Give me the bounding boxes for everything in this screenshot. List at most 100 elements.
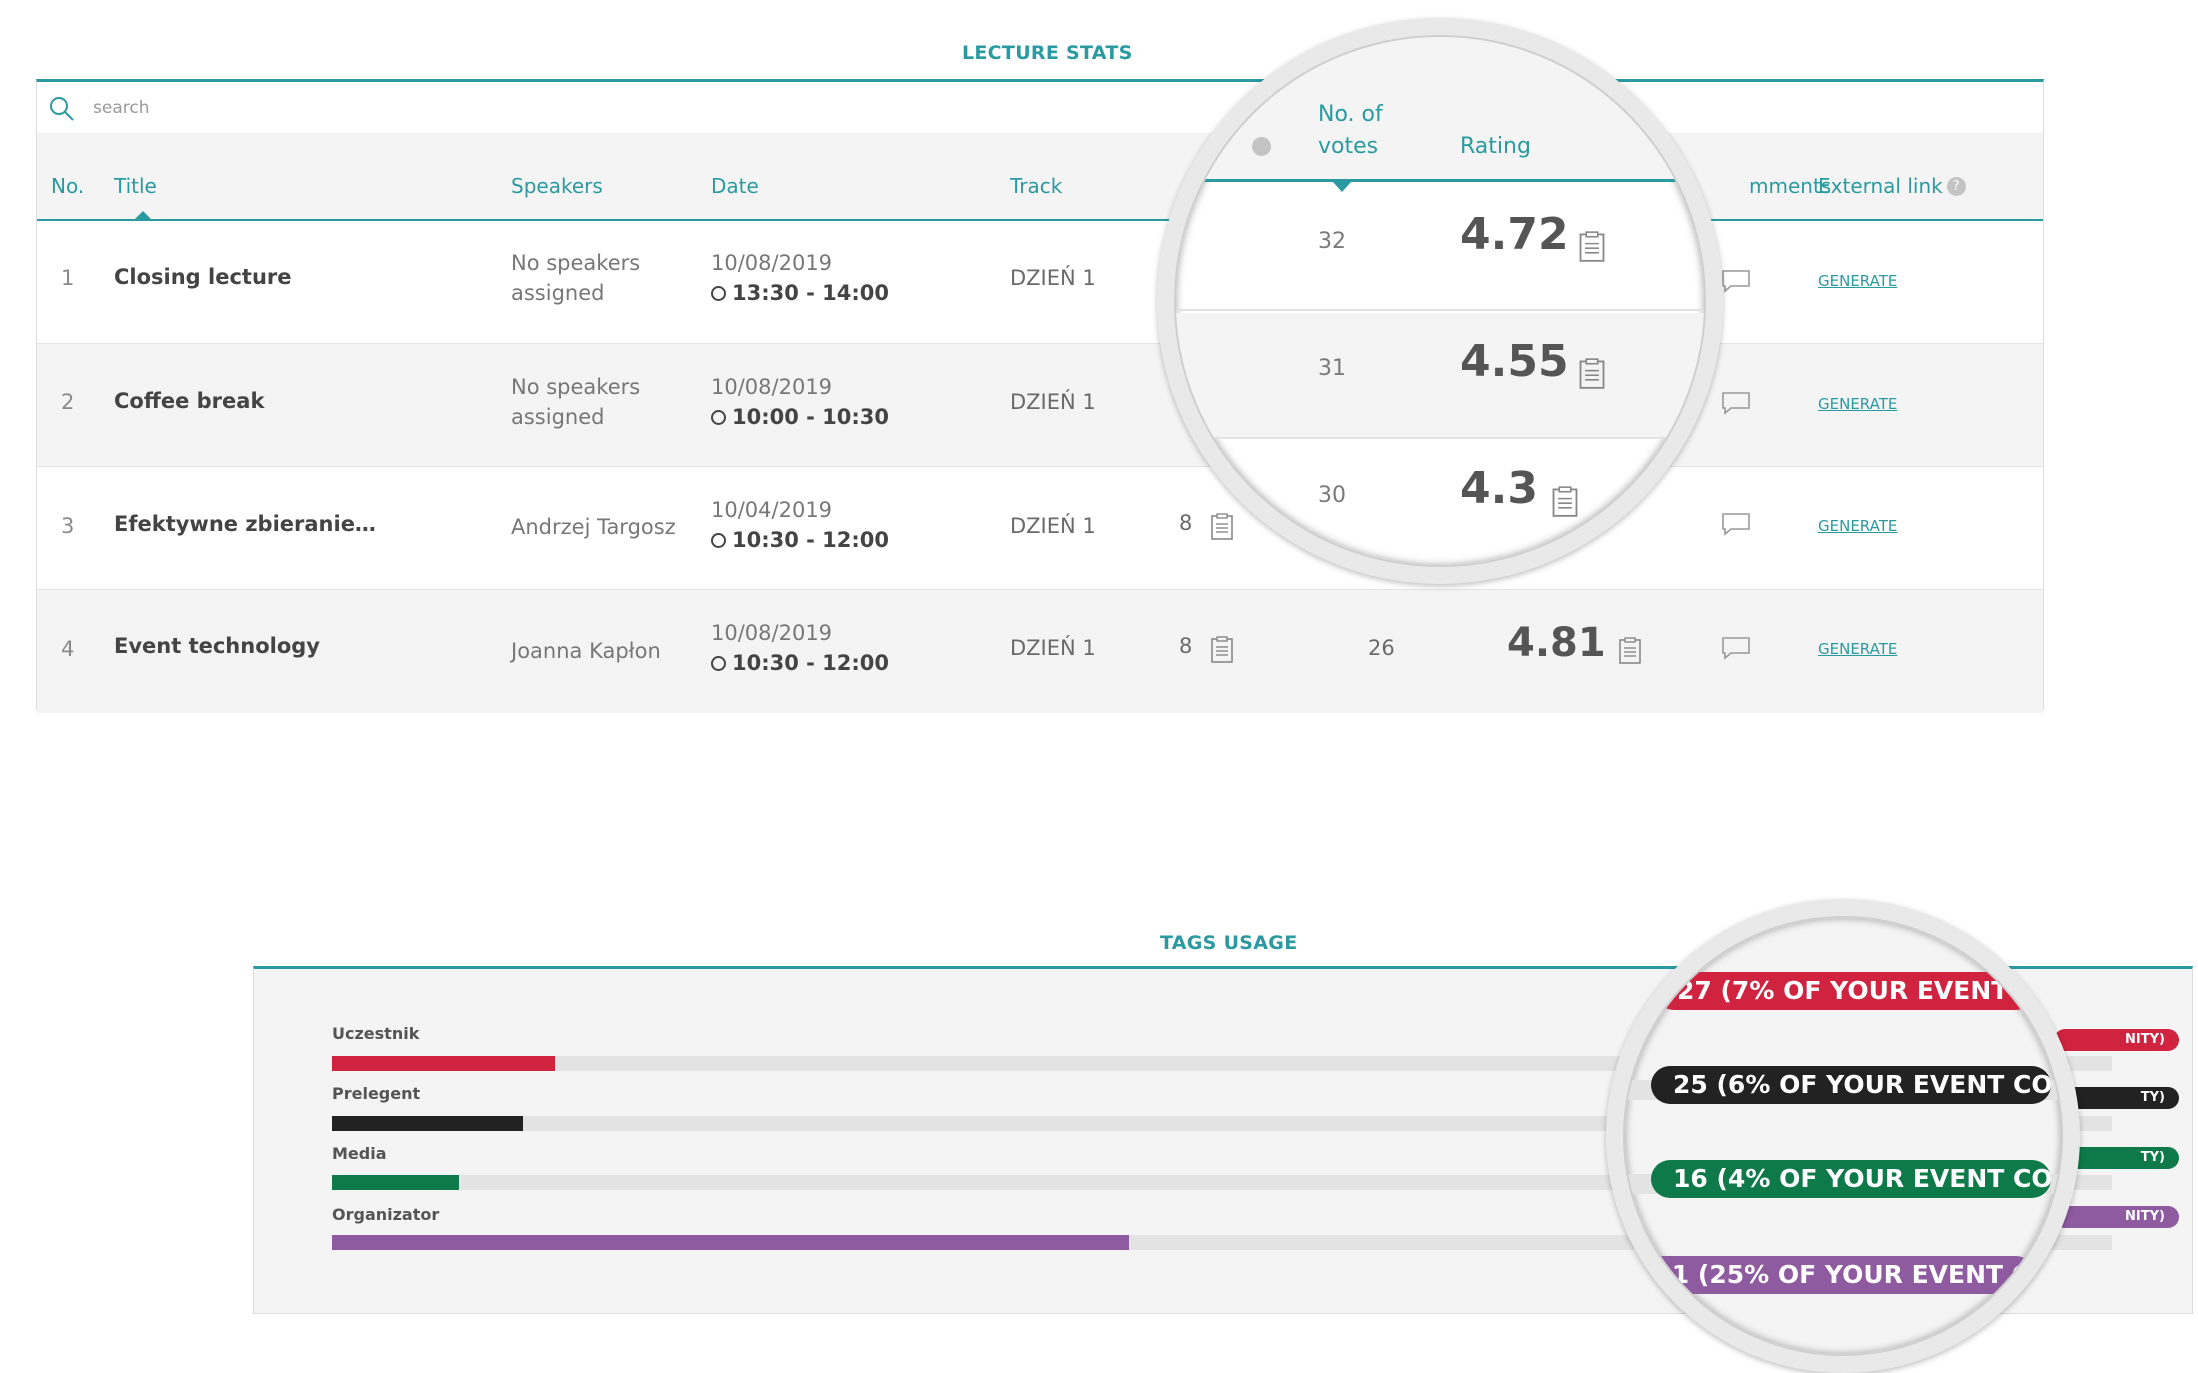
lecture-track: DZIEŃ 1	[1010, 266, 1096, 290]
column-header-speakers[interactable]: Speakers	[511, 174, 603, 198]
table-row: 1 Closing lecture No speakers assigned 1…	[37, 221, 2043, 344]
column-header-votes[interactable]: No. of votes	[1318, 99, 1383, 163]
column-header-no[interactable]: No.	[51, 174, 85, 198]
tag-fill-uczestnik	[332, 1056, 556, 1071]
time-range: 10:30 - 12:00	[711, 525, 889, 555]
column-header-track[interactable]: Track	[1010, 174, 1063, 198]
votes-header-line1: No. of	[1318, 102, 1383, 127]
document-icon[interactable]	[1552, 486, 1578, 517]
time-value: 13:30 - 14:00	[732, 281, 890, 305]
votes-count: 26	[1368, 636, 1395, 660]
table-row: 3 Efektywne zbieranie… Andrzej Targosz 1…	[37, 467, 2043, 590]
tag-pill-organizator: NITY)	[2054, 1206, 2179, 1228]
lecture-speakers: No speakers assigned	[511, 251, 641, 305]
clock-icon	[711, 286, 726, 301]
generate-link[interactable]: GENERATE	[1818, 272, 1898, 290]
lecture-date: 10/04/2019 10:30 - 12:00	[711, 495, 889, 555]
rating-value: 4.72	[1460, 209, 1569, 260]
document-icon[interactable]	[1619, 637, 1641, 664]
document-icon[interactable]	[1579, 358, 1605, 389]
clock-icon	[711, 656, 726, 671]
help-icon[interactable]: ?	[1946, 177, 1966, 196]
lecture-track: DZIEŃ 1	[1010, 390, 1096, 414]
votes-header-line2: votes	[1318, 134, 1379, 159]
comment-icon[interactable]	[1721, 391, 1751, 415]
tag-label-prelegent: Prelegent	[332, 1084, 421, 1103]
zoom-pill-organizator: 101 (25% OF YOUR EVENT CO	[1625, 1256, 2035, 1294]
row-number: 2	[61, 390, 75, 414]
column-header-external-link[interactable]: External link?	[1818, 174, 1966, 198]
tag-pill-media: TY)	[2064, 1147, 2179, 1169]
column-header-date[interactable]: Date	[711, 174, 759, 198]
time-range: 10:00 - 10:30	[711, 402, 889, 432]
zoom-pill-media: 16 (4% OF YOUR EVENT COMM	[1651, 1160, 2051, 1198]
help-icon[interactable]	[1252, 137, 1271, 156]
tag-label-organizator: Organizator	[332, 1205, 440, 1224]
sort-indicator-icon	[135, 211, 151, 219]
generate-link[interactable]: GENERATE	[1818, 517, 1898, 535]
table-row: 2 Coffee break No speakers assigned 10/0…	[37, 344, 2043, 467]
time-range: 13:30 - 14:00	[711, 278, 889, 308]
lecture-date: 10/08/2019 10:30 - 12:00	[711, 618, 889, 678]
rating-value: 4.81	[1507, 620, 1606, 666]
lecture-title[interactable]: Coffee break	[114, 389, 265, 413]
tag-fill-prelegent	[332, 1116, 524, 1131]
column-header-title[interactable]: Title	[114, 174, 157, 198]
clock-icon	[711, 533, 726, 548]
tags-usage-title: TAGS USAGE	[1160, 932, 1298, 954]
magnified-row: 32 4.72	[1176, 185, 1704, 311]
column-header-comments[interactable]: mments	[1749, 174, 1832, 198]
date-value: 10/08/2019	[711, 251, 833, 275]
comment-icon[interactable]	[1721, 636, 1751, 660]
table-header: No. Title Speakers Date Track mments Ext…	[37, 134, 2043, 221]
search-bar	[37, 82, 2043, 134]
date-value: 10/08/2019	[711, 621, 833, 645]
time-value: 10:30 - 12:00	[732, 651, 890, 675]
magnifier-votes-rating: No. of votes Rating 32 4.72 31 4.55 30 4.…	[1157, 18, 1723, 584]
magnifier-tags: 27 (7% OF YOUR EVENT C 25 (6% OF YOUR EV…	[1606, 899, 2080, 1373]
search-input[interactable]	[93, 92, 693, 124]
lecture-title[interactable]: Event technology	[114, 634, 320, 658]
document-icon[interactable]	[1211, 513, 1233, 540]
lecture-title[interactable]: Closing lecture	[114, 265, 292, 289]
comment-icon[interactable]	[1721, 269, 1751, 293]
row-number: 3	[61, 514, 75, 538]
magnified-header: No. of votes Rating	[1176, 37, 1704, 192]
search-icon	[50, 97, 74, 121]
generate-link[interactable]: GENERATE	[1818, 640, 1898, 658]
zoom-pill-uczestnik: 27 (7% OF YOUR EVENT C	[1655, 972, 2035, 1010]
lecture-stats-panel: No. Title Speakers Date Track mments Ext…	[36, 79, 2044, 713]
comment-icon[interactable]	[1721, 512, 1751, 536]
lecture-track: DZIEŃ 1	[1010, 636, 1096, 660]
column-header-rating[interactable]: Rating	[1460, 134, 1531, 159]
questions-count: 8	[1179, 511, 1193, 535]
document-icon[interactable]	[1211, 636, 1233, 663]
magnifier-lens: 27 (7% OF YOUR EVENT C 25 (6% OF YOUR EV…	[1623, 916, 2063, 1356]
table-row: 4 Event technology Joanna Kapłon 10/08/2…	[37, 590, 2043, 713]
tag-pill-prelegent: TY)	[2064, 1087, 2179, 1109]
row-number: 1	[61, 266, 75, 290]
sort-indicator-icon	[1333, 182, 1351, 192]
date-value: 10/08/2019	[711, 375, 833, 399]
clock-icon	[711, 410, 726, 425]
lecture-speakers: Joanna Kapłon	[511, 639, 661, 663]
rating-value: 4.3	[1460, 463, 1538, 514]
lecture-track: DZIEŃ 1	[1010, 514, 1096, 538]
generate-link[interactable]: GENERATE	[1818, 395, 1898, 413]
tag-label-uczestnik: Uczestnik	[332, 1024, 420, 1043]
tag-pill-uczestnik: NITY)	[2054, 1029, 2179, 1051]
lecture-speakers: No speakers assigned	[511, 375, 641, 429]
document-icon[interactable]	[1579, 231, 1605, 262]
tag-fill-media	[332, 1175, 460, 1190]
questions-count: 8	[1179, 634, 1193, 658]
row-number: 4	[61, 637, 75, 661]
lecture-date: 10/08/2019 13:30 - 14:00	[711, 248, 889, 308]
lecture-stats-title: LECTURE STATS	[962, 42, 1133, 64]
lecture-date: 10/08/2019 10:00 - 10:30	[711, 372, 889, 432]
time-range: 10:30 - 12:00	[711, 648, 889, 678]
lecture-title[interactable]: Efektywne zbieranie…	[114, 512, 376, 536]
rating-value: 4.55	[1460, 336, 1569, 387]
external-link-label: External link	[1818, 174, 1943, 198]
votes-count: 32	[1318, 229, 1346, 254]
time-value: 10:00 - 10:30	[732, 405, 890, 429]
